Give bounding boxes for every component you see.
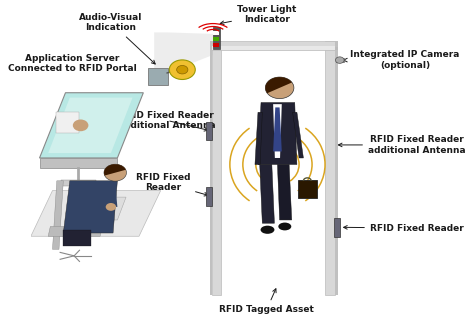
Polygon shape <box>258 103 297 164</box>
Wedge shape <box>104 164 126 176</box>
Ellipse shape <box>278 222 292 230</box>
Polygon shape <box>53 181 64 249</box>
FancyBboxPatch shape <box>56 112 79 133</box>
FancyBboxPatch shape <box>298 181 317 198</box>
FancyBboxPatch shape <box>334 218 340 237</box>
Polygon shape <box>292 112 303 158</box>
Wedge shape <box>265 77 292 93</box>
FancyBboxPatch shape <box>213 31 219 35</box>
Polygon shape <box>273 107 282 151</box>
Ellipse shape <box>261 226 274 234</box>
FancyBboxPatch shape <box>213 43 219 47</box>
Text: RFID Fixed Reader: RFID Fixed Reader <box>344 224 464 233</box>
Text: Audio-Visual
Indication: Audio-Visual Indication <box>79 13 155 64</box>
Polygon shape <box>31 190 161 236</box>
Text: Application Server
Connected to RFID Portal: Application Server Connected to RFID Por… <box>8 54 137 73</box>
Circle shape <box>73 119 89 131</box>
FancyBboxPatch shape <box>335 40 338 295</box>
Text: Tower Light
Indicator: Tower Light Indicator <box>220 5 296 25</box>
Polygon shape <box>260 164 274 223</box>
Polygon shape <box>65 197 126 220</box>
FancyBboxPatch shape <box>212 40 221 295</box>
Polygon shape <box>273 104 282 158</box>
FancyBboxPatch shape <box>213 37 219 41</box>
Polygon shape <box>39 93 143 158</box>
FancyBboxPatch shape <box>61 181 96 186</box>
Text: RFID Fixed
Reader: RFID Fixed Reader <box>136 173 208 196</box>
FancyBboxPatch shape <box>212 40 335 50</box>
Circle shape <box>106 203 116 211</box>
FancyBboxPatch shape <box>325 40 335 295</box>
FancyBboxPatch shape <box>206 187 212 206</box>
Polygon shape <box>64 230 91 246</box>
Polygon shape <box>104 184 118 207</box>
FancyBboxPatch shape <box>212 46 335 50</box>
FancyBboxPatch shape <box>336 58 344 63</box>
Polygon shape <box>48 98 133 153</box>
FancyBboxPatch shape <box>212 27 220 49</box>
Circle shape <box>177 65 188 74</box>
Polygon shape <box>48 226 102 236</box>
Polygon shape <box>335 47 338 50</box>
Polygon shape <box>39 158 118 168</box>
Text: RFID Tagged Asset: RFID Tagged Asset <box>219 289 314 314</box>
Polygon shape <box>255 112 262 164</box>
Polygon shape <box>154 32 217 78</box>
Text: Integrated IP Camera
(optional): Integrated IP Camera (optional) <box>344 50 460 70</box>
Circle shape <box>169 60 195 80</box>
Circle shape <box>265 77 294 99</box>
FancyBboxPatch shape <box>210 40 212 295</box>
FancyBboxPatch shape <box>148 68 168 85</box>
Circle shape <box>104 164 127 181</box>
Circle shape <box>336 57 344 63</box>
FancyBboxPatch shape <box>206 122 212 140</box>
Polygon shape <box>277 164 292 220</box>
Text: RFID Fixed Reader
additional Antenna: RFID Fixed Reader additional Antenna <box>338 135 465 155</box>
Text: RFID Fixed Reader
additional Antenna: RFID Fixed Reader additional Antenna <box>118 111 216 131</box>
Polygon shape <box>64 181 118 233</box>
